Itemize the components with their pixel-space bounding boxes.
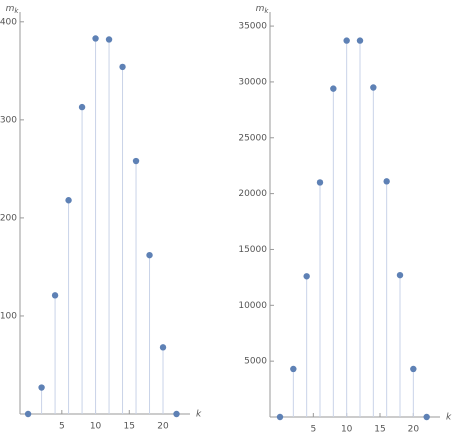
point <box>24 410 32 418</box>
point <box>119 63 126 71</box>
y-tick-label: 100 <box>0 311 17 321</box>
y-tick-label: 300 <box>0 115 17 125</box>
point <box>303 273 310 280</box>
x-tick-label: 5 <box>310 425 316 435</box>
y-tick-label: 15000 <box>238 245 267 255</box>
y-label-sub: k <box>14 7 19 15</box>
point <box>92 35 99 42</box>
x-tick-label: 20 <box>157 422 169 432</box>
point <box>423 413 430 421</box>
x-tick-label: 10 <box>341 425 353 435</box>
y-tick-label: 25000 <box>238 133 267 143</box>
point <box>51 292 59 299</box>
x-tick-label: 20 <box>408 425 420 435</box>
y-tick-label: 10000 <box>238 301 267 311</box>
y-label-main: m <box>6 4 15 14</box>
point <box>159 344 167 351</box>
y-axis-label: mk <box>256 4 270 16</box>
point <box>410 365 417 373</box>
y-label-sub: k <box>264 7 269 15</box>
x-tick-label: 15 <box>124 422 135 432</box>
point <box>38 384 45 391</box>
point <box>78 103 86 111</box>
y-label-main: m <box>256 4 265 14</box>
y-tick-label: 20000 <box>238 189 267 199</box>
point <box>132 157 140 165</box>
point <box>173 410 180 418</box>
point <box>370 84 377 91</box>
y-tick-label: 35000 <box>238 22 267 32</box>
point <box>330 85 337 92</box>
y-tick-label: 5000 <box>244 357 267 367</box>
x-tick-label: 10 <box>90 422 102 432</box>
y-tick-label: 400 <box>0 17 17 27</box>
y-axis-label: mk <box>6 4 20 16</box>
point <box>396 271 404 279</box>
point <box>290 365 297 373</box>
point <box>146 251 153 259</box>
point <box>383 178 390 185</box>
point <box>65 197 72 204</box>
x-axis-label: k <box>446 413 452 423</box>
point <box>356 37 364 44</box>
x-axis-label: k <box>196 410 202 420</box>
point <box>316 179 324 186</box>
y-tick-label: 200 <box>0 213 17 223</box>
x-tick-label: 5 <box>59 422 65 432</box>
x-tick-label: 15 <box>374 425 385 435</box>
point <box>343 37 350 44</box>
point <box>276 413 284 421</box>
point <box>105 36 113 43</box>
y-tick-label: 30000 <box>238 77 267 87</box>
